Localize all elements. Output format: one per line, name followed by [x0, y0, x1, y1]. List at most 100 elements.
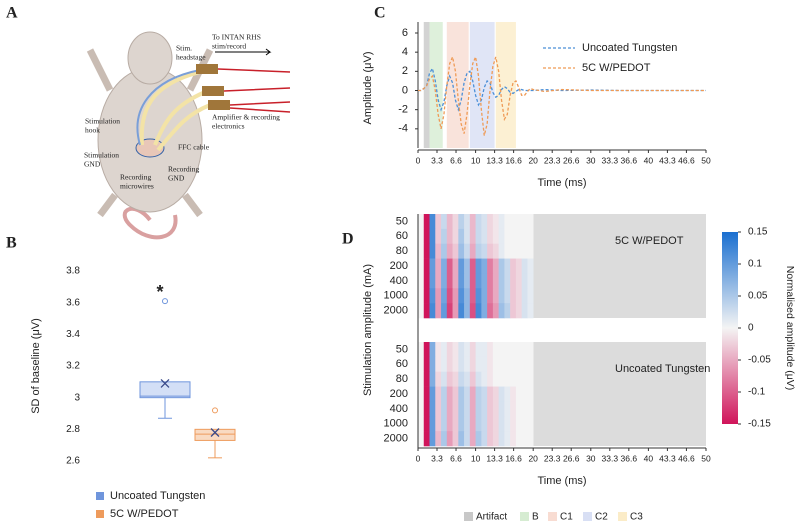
- box: [139, 381, 191, 399]
- heatmap-cell: [418, 401, 425, 417]
- heatmap-cell: [481, 416, 488, 432]
- heatmap-cell: [510, 431, 517, 447]
- heatmap-cell: [475, 371, 482, 387]
- x-tick-label: 20: [528, 155, 538, 165]
- heatmap-cell: [510, 342, 517, 358]
- label: To INTAN RHS: [212, 33, 261, 42]
- heatmap-cell: [504, 258, 511, 274]
- heatmap-cell: [446, 342, 453, 358]
- x-tick-label: 10: [471, 453, 481, 463]
- heatmap-cell: [418, 416, 425, 432]
- heatmap-cell: [452, 228, 459, 245]
- heatmap-cell: [504, 214, 511, 230]
- heatmap-cell: [435, 273, 442, 289]
- heatmap-cell: [527, 214, 534, 230]
- heatmap-cell: [504, 243, 511, 259]
- heatmap-cell: [521, 342, 528, 358]
- heatmap-cell: [435, 416, 442, 432]
- heatmap-name: Uncoated Tungsten: [615, 363, 710, 375]
- stim-cable: [136, 69, 201, 146]
- outlier: [162, 298, 168, 305]
- tail: [122, 206, 178, 240]
- heatmap-cell: [435, 288, 442, 304]
- heatmap-cell: [418, 288, 425, 304]
- heatmap-cell: [418, 342, 425, 358]
- heatmap-cell: [458, 386, 465, 402]
- x-tick-label: 0: [416, 155, 421, 165]
- heatmap-cell: [492, 258, 499, 274]
- heatmap-cell: [452, 273, 459, 289]
- heatmap-cell: [429, 214, 436, 230]
- heatmap-cell: [435, 371, 442, 387]
- heatmap-cell: [418, 228, 425, 245]
- heatmap-cell: [487, 431, 494, 447]
- heatmap-cell: [498, 228, 505, 245]
- heatmap-cell: [527, 431, 534, 447]
- legend-label: C3: [630, 512, 643, 523]
- heatmap-cell: [510, 371, 517, 387]
- heatmap-cell: [429, 356, 436, 373]
- heatmap-cell: [481, 356, 488, 373]
- heatmap-cell: [418, 386, 425, 402]
- legend-label: 5C W/PEDOT: [110, 508, 179, 520]
- x-tick-label: 10: [471, 155, 481, 165]
- heatmap-cell: [452, 431, 459, 447]
- x-tick-label: 50: [701, 155, 711, 165]
- heatmap-cell: [487, 371, 494, 387]
- heatmap-cell: [452, 342, 459, 358]
- legend-swatch: [464, 512, 473, 521]
- heatmap-cell: [441, 431, 448, 447]
- heatmap-cell: [521, 243, 528, 259]
- heatmap-cell: [498, 401, 505, 417]
- heatmap-cell: [418, 303, 425, 319]
- y-tick-label: 3.2: [66, 361, 80, 372]
- y-tick-label: 2.8: [66, 424, 80, 435]
- heatmap-cell: [435, 386, 442, 402]
- heatmap-name: 5C W/PEDOT: [615, 235, 684, 247]
- x-tick-label: 33.3: [602, 155, 619, 165]
- heatmap-cell: [446, 228, 453, 245]
- heatmap-cell: [492, 273, 499, 289]
- heatmap-cell: [487, 356, 494, 373]
- legend-swatch: [583, 512, 592, 521]
- heatmap-cell: [464, 228, 471, 245]
- heatmap-cell: [446, 243, 453, 259]
- heatmap-cell: [458, 431, 465, 447]
- illustration: To INTAN RHS stim/record Stim. headstage…: [84, 31, 291, 240]
- heatmap-cell: [452, 356, 459, 373]
- heatmap-cell: [429, 371, 436, 387]
- x-tick-label: 43.3: [659, 155, 676, 165]
- heatmap-cell: [429, 416, 436, 432]
- heatmap-cell: [487, 228, 494, 245]
- heatmap-cell: [521, 356, 528, 373]
- legend-label: C2: [595, 512, 608, 523]
- colorbar-tick-label: -0.05: [748, 355, 771, 366]
- y-tick-label: 3.8: [66, 266, 80, 277]
- heatmap-cell: [487, 258, 494, 274]
- label: Stimulation: [85, 117, 120, 126]
- heatmap-cell: [527, 243, 534, 259]
- heatmap-cell: [481, 214, 488, 230]
- heatmap-cell: [464, 386, 471, 402]
- heatmap-cell: [441, 371, 448, 387]
- heatmap-cell: [521, 228, 528, 245]
- heatmap-cell: [527, 342, 534, 358]
- x-tick-label: 50: [701, 453, 711, 463]
- x-tick-label: 33.3: [602, 453, 619, 463]
- x-tick-label: 30: [586, 453, 596, 463]
- heatmap-cell: [481, 228, 488, 245]
- heatmap-cell: [481, 243, 488, 259]
- heatmap-cell: [452, 401, 459, 417]
- y-tick-label: 400: [390, 403, 408, 415]
- heatmap-cell: [515, 243, 522, 259]
- heatmap-cell: [498, 258, 505, 274]
- heatmap-cell: [498, 214, 505, 230]
- heatmap-cell: [521, 401, 528, 417]
- heatmap-cell: [469, 288, 476, 304]
- heatmap-cell: [429, 258, 436, 274]
- headstage-stim: [196, 64, 218, 74]
- x-tick-label: 6.6: [450, 453, 462, 463]
- label: electronics: [212, 122, 245, 131]
- heatmap-cell: [481, 273, 488, 289]
- heatmap-cell: [515, 303, 522, 319]
